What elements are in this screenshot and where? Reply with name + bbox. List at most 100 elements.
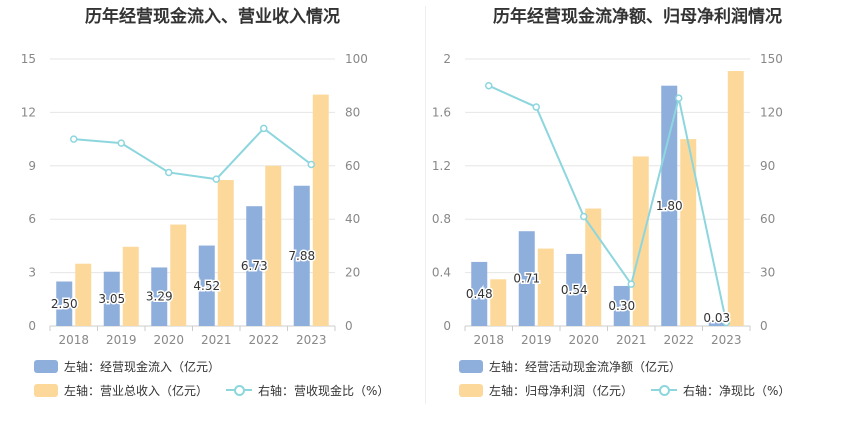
right-axis-tick-label: 40 bbox=[345, 212, 360, 226]
bar-data-label: 6.73 bbox=[241, 259, 268, 273]
chart-panel-left: 历年经营现金流入、营业收入情况 0 3 6 9 12 15 0 20 40 60 80 100 2018… bbox=[21, 7, 407, 398]
legend-label: 右轴：营收现金比（%） bbox=[258, 383, 390, 398]
legend-swatch-bar-icon bbox=[34, 383, 58, 397]
right-axis-tick-label: 30 bbox=[760, 266, 775, 280]
bar-data-label: 7.88 bbox=[288, 249, 315, 263]
line-point bbox=[117, 139, 125, 147]
right-axis-tick-label: 60 bbox=[345, 159, 360, 173]
line-series bbox=[73, 127, 312, 181]
right-axis-tick-label: 60 bbox=[760, 212, 775, 226]
bar-data-label: 0.54 bbox=[561, 283, 588, 297]
line-point bbox=[485, 81, 493, 90]
bar-secondary bbox=[490, 279, 507, 326]
line-point bbox=[260, 124, 268, 133]
bar-secondary bbox=[75, 263, 92, 326]
legend-item-revenue[interactable]: 左轴：营业总收入（亿元） bbox=[34, 382, 208, 399]
bar-primary bbox=[198, 245, 215, 326]
left-axis-tick-label: 0 bbox=[443, 319, 451, 333]
line-point bbox=[532, 103, 540, 111]
legend-item-net-cash-flow[interactable]: 左轴：经营活动现金流净额（亿元） bbox=[459, 358, 681, 375]
x-axis-tick-label: 2022 bbox=[248, 333, 279, 347]
bar-secondary bbox=[265, 165, 282, 326]
right-axis-tick-label: 100 bbox=[345, 52, 368, 66]
chart-title: 历年经营现金流入、营业收入情况 bbox=[85, 7, 340, 27]
left-axis-tick-label: 1.2 bbox=[432, 159, 451, 173]
left-axis-tick-label: 2 bbox=[443, 52, 451, 66]
bar-data-label: 0.71 bbox=[513, 272, 540, 286]
chart-plot-right: 0 0.4 0.8 1.2 1.6 2 0 30 60 90 120 150 2018 2019 2020 2… bbox=[432, 52, 783, 347]
left-axis-tick-label: 15 bbox=[21, 52, 36, 66]
x-axis-tick-label: 2021 bbox=[616, 333, 647, 347]
legend-item-net-cash-ratio[interactable]: 右轴：净现比（%） bbox=[651, 382, 790, 399]
bar-data-label: 0.03 bbox=[703, 311, 730, 325]
legend-item-cash-inflow[interactable]: 左轴：经营现金流入（亿元） bbox=[34, 358, 220, 375]
bar-primary bbox=[56, 281, 73, 326]
right-axis-tick-label: 90 bbox=[760, 159, 775, 173]
bar-primary bbox=[103, 271, 120, 326]
bar-primary bbox=[708, 321, 725, 326]
bar-primary bbox=[518, 231, 535, 326]
bar-data-label: 3.05 bbox=[98, 292, 125, 306]
bar-primary bbox=[471, 261, 488, 326]
legend-row-1: 左轴：经营活动现金流净额（亿元） bbox=[459, 358, 699, 374]
legend-label: 左轴：经营活动现金流净额（亿元） bbox=[489, 359, 682, 374]
bar-secondary bbox=[312, 94, 329, 326]
bar-data-label: 1.80 bbox=[656, 199, 683, 213]
right-axis-tick-label: 20 bbox=[345, 266, 360, 280]
line-point bbox=[675, 94, 683, 102]
legend-swatch-bar-icon bbox=[459, 383, 483, 397]
x-axis-tick-label: 2018 bbox=[58, 333, 89, 347]
bar-data-label: 2.50 bbox=[51, 297, 78, 311]
bar-secondary bbox=[585, 208, 602, 326]
x-axis-tick-label: 2020 bbox=[153, 333, 184, 347]
bar-secondary bbox=[727, 71, 744, 326]
left-axis-tick-label: 0 bbox=[28, 319, 36, 333]
x-axis-tick-label: 2019 bbox=[106, 333, 137, 347]
left-axis-tick-label: 1.6 bbox=[432, 105, 451, 119]
x-axis-tick-label: 2023 bbox=[296, 333, 327, 347]
left-axis-tick-label: 12 bbox=[21, 105, 36, 119]
right-axis-tick-label: 120 bbox=[760, 105, 783, 119]
bar-data-label: 0.30 bbox=[608, 299, 635, 313]
legend-swatch-bar-icon bbox=[459, 359, 483, 373]
right-axis-tick-label: 0 bbox=[760, 319, 768, 333]
legend-label: 左轴：营业总收入（亿元） bbox=[64, 383, 209, 398]
legend-label: 左轴：经营现金流入（亿元） bbox=[64, 359, 221, 374]
bar-primary bbox=[566, 253, 583, 326]
left-axis-tick-label: 6 bbox=[28, 212, 36, 226]
legend-row-1: 左轴：经营现金流入（亿元） bbox=[34, 358, 238, 374]
chart-panel-right: 历年经营现金流净额、归母净利润情况 0 0.4 0.8 1.2 1.6 2 0 30 60 90 1… bbox=[425, 0, 850, 437]
bar-primary bbox=[246, 206, 263, 326]
bar-secondary bbox=[680, 139, 697, 326]
legend-label: 右轴：净现比（%） bbox=[683, 383, 791, 398]
x-axis-tick-label: 2020 bbox=[568, 333, 599, 347]
left-axis-tick-label: 0.8 bbox=[432, 212, 451, 226]
legend-row-2: 左轴：营业总收入（亿元） 右轴：营收现金比（%） bbox=[34, 382, 407, 398]
right-axis-tick-label: 80 bbox=[345, 105, 360, 119]
legend-item-cash-ratio[interactable]: 右轴：营收现金比（%） bbox=[226, 382, 389, 399]
bar-secondary bbox=[632, 156, 649, 326]
left-axis-tick-label: 0.4 bbox=[432, 266, 451, 280]
bar-data-label: 4.52 bbox=[193, 279, 220, 293]
x-axis-tick-label: 2019 bbox=[521, 333, 552, 347]
bar-primary bbox=[613, 285, 630, 326]
line-point bbox=[580, 212, 588, 221]
legend-label: 左轴：归母净利润（亿元） bbox=[489, 383, 634, 398]
bar-data-label: 3.29 bbox=[146, 290, 173, 304]
legend-swatch-bar-icon bbox=[34, 359, 58, 373]
bar-primary bbox=[151, 267, 168, 326]
line-point bbox=[212, 175, 220, 183]
line-series bbox=[488, 84, 728, 323]
chart-title: 历年经营现金流净额、归母净利润情况 bbox=[493, 7, 782, 27]
bar-primary bbox=[661, 85, 678, 326]
legend-row-2: 左轴：归母净利润（亿元） 右轴：净现比（%） bbox=[459, 382, 808, 398]
bar-secondary bbox=[537, 248, 554, 326]
bar-secondary bbox=[122, 246, 139, 326]
legend-item-net-profit[interactable]: 左轴：归母净利润（亿元） bbox=[459, 382, 633, 399]
chart-plot-left: 0 3 6 9 12 15 0 20 40 60 80 100 2018 2019 2020 2021 2022… bbox=[21, 52, 368, 347]
x-axis-tick-label: 2023 bbox=[711, 333, 742, 347]
left-axis-tick-label: 9 bbox=[28, 159, 36, 173]
line-point bbox=[165, 168, 173, 177]
right-axis-tick-label: 150 bbox=[760, 52, 783, 66]
x-axis-tick-label: 2018 bbox=[473, 333, 504, 347]
